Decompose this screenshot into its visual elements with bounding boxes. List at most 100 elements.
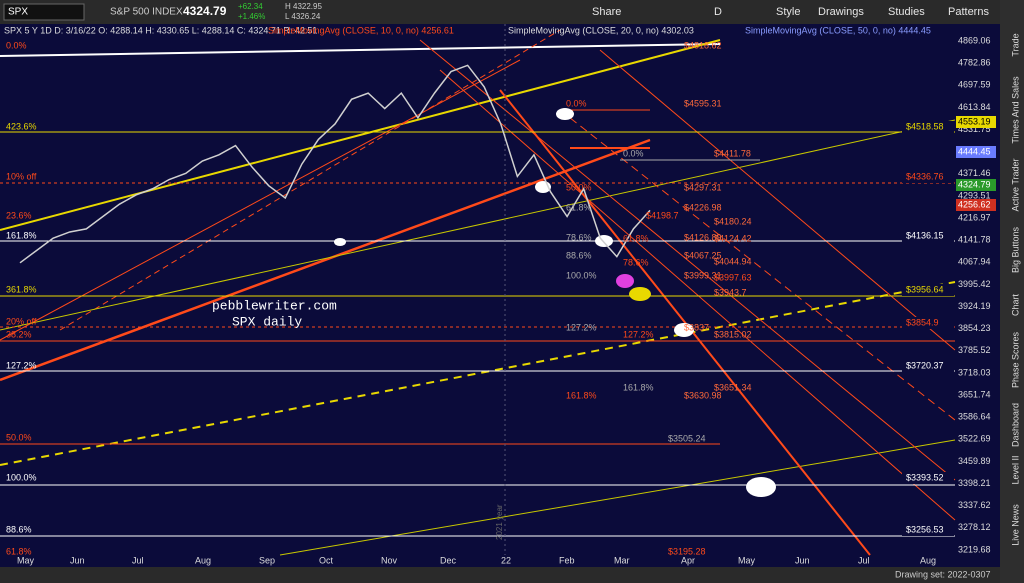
sidebar-tab[interactable]: Big Buttons — [1010, 226, 1020, 273]
fib-label: $3630.98 — [684, 390, 722, 400]
fib-label: 0.0% — [623, 148, 644, 158]
price-label: 3522.69 — [958, 434, 991, 444]
price-label: 3651.74 — [958, 389, 991, 399]
price-label: 3718.03 — [958, 367, 991, 377]
sidebar-tab[interactable]: Phase Scores — [1010, 331, 1020, 388]
fib-label: 50.0% — [566, 182, 592, 192]
month-label: Mar — [614, 555, 630, 565]
legend-sma10: SimpleMovingAvg (CLOSE, 10, 0, no) 4256.… — [268, 25, 454, 35]
fib-label: $3815.02 — [714, 329, 752, 339]
price-label: 4613.84 — [958, 102, 991, 112]
fib-label: $4067.25 — [684, 250, 722, 260]
price-label: 3924.19 — [958, 301, 991, 311]
toolbar-button[interactable]: Studies — [888, 6, 925, 18]
fib-label: $3943.7 — [714, 287, 747, 297]
level-bg — [902, 524, 954, 536]
level-bg — [902, 317, 954, 329]
month-label: Aug — [920, 555, 936, 565]
level-label: $3854.9 — [906, 317, 939, 327]
footer-bar — [0, 567, 1000, 583]
sidebar-tab[interactable]: Live News — [1010, 504, 1020, 546]
price-label: 3398.21 — [958, 478, 991, 488]
month-label: 22 — [501, 555, 511, 565]
price-axis — [955, 24, 1000, 567]
price-label: 4141.78 — [958, 235, 991, 245]
month-label: Jul — [132, 555, 144, 565]
price-label: 3785.52 — [958, 345, 991, 355]
fib-label: 127.2% — [566, 322, 597, 332]
month-label: Jul — [858, 555, 870, 565]
level-bg — [902, 360, 954, 372]
level-label: 50.0% — [6, 432, 32, 442]
price-label: 4531.75 — [958, 124, 991, 134]
price-label: 4067.94 — [958, 257, 991, 267]
level-label: $3720.37 — [906, 360, 944, 370]
legend-sma20: SimpleMovingAvg (CLOSE, 20, 0, no) 4302.… — [508, 25, 694, 35]
price-label: 3337.62 — [958, 500, 991, 510]
price-label: 4216.97 — [958, 212, 991, 222]
level-label: 38.2% — [6, 329, 32, 339]
level-label: 361.8% — [6, 284, 37, 294]
toolbar-button[interactable]: Share — [592, 6, 621, 18]
price-tag-label: 4256.62 — [958, 199, 991, 209]
price-label: 4782.86 — [958, 58, 991, 68]
fib-label: 0.0% — [566, 98, 587, 108]
month-label: Jun — [795, 555, 810, 565]
price-label: 4293.51 — [958, 190, 991, 200]
low: L 4326.24 — [285, 12, 321, 21]
labels: SPX S&P 500 INDEX 4324.79 +62.34+1.46%H 432… — [3, 2, 1020, 579]
month-label: May — [17, 555, 35, 565]
drawing-set: Drawing set: 2022-0307 — [895, 569, 991, 579]
sidebar-tab[interactable]: Chart — [1010, 294, 1020, 317]
sidebar-tab[interactable]: Trade — [1010, 33, 1020, 56]
level-label: $4136.15 — [906, 230, 944, 240]
fib-label: 161.8% — [623, 382, 654, 392]
level-label: $3256.53 — [906, 524, 944, 534]
fib-label: $4126.89 — [684, 232, 722, 242]
month-label: Feb — [559, 555, 575, 565]
fib-label: $3997.63 — [714, 272, 752, 282]
price-label: 4869.06 — [958, 35, 991, 45]
fib-label: 61.8% — [566, 202, 592, 212]
last-price: 4324.79 — [183, 4, 227, 18]
fib-label: $3999.31 — [684, 270, 722, 280]
toolbar-button[interactable]: D — [714, 6, 722, 18]
legend-ohlc: SPX 5 Y 1D D: 3/16/22 O: 4288.14 H: 4330… — [4, 25, 317, 35]
price-tag — [956, 116, 996, 128]
fib-label: $4180.24 — [714, 216, 752, 226]
fib-label: $4297.31 — [684, 182, 722, 192]
toolbar-button[interactable]: Style — [776, 6, 800, 18]
month-label: Oct — [319, 555, 334, 565]
level-label: $3956.64 — [906, 284, 944, 294]
fib-label: 127.2% — [623, 329, 654, 339]
month-label: Dec — [440, 555, 457, 565]
sidebar-tab[interactable]: Dashboard — [1010, 403, 1020, 447]
price-tag — [956, 179, 996, 191]
level-label: 423.6% — [6, 121, 37, 131]
level-label: 100.0% — [6, 472, 37, 482]
toolbar-button[interactable]: Drawings — [818, 6, 864, 18]
sidebar-tab[interactable]: Active Trader — [1010, 158, 1020, 211]
level-bg — [902, 121, 954, 133]
month-label: Aug — [195, 555, 211, 565]
level-label: 20% off — [6, 316, 37, 326]
change: +62.34 — [238, 2, 263, 11]
fib-label: $3195.28 — [668, 546, 706, 556]
price-tag-label: 4444.45 — [958, 146, 991, 156]
level-label: 10% off — [6, 171, 37, 181]
sidebar-tab[interactable]: Level II — [1010, 455, 1020, 484]
price-tag — [956, 146, 996, 158]
fib-label: $4124.42 — [714, 233, 752, 243]
sidebar-tab[interactable]: Times And Sales — [1010, 76, 1020, 144]
price-label: 3854.23 — [958, 323, 991, 333]
level-label: 0.0% — [6, 40, 27, 50]
level-label: $4336.76 — [906, 171, 944, 181]
drawings — [0, 24, 956, 556]
fib-label: 161.8% — [566, 390, 597, 400]
toolbar-button[interactable]: Patterns — [948, 6, 989, 18]
level-label: 161.8% — [6, 230, 37, 240]
price-label: 3459.89 — [958, 456, 991, 466]
fib-label: $3651.34 — [714, 382, 752, 392]
